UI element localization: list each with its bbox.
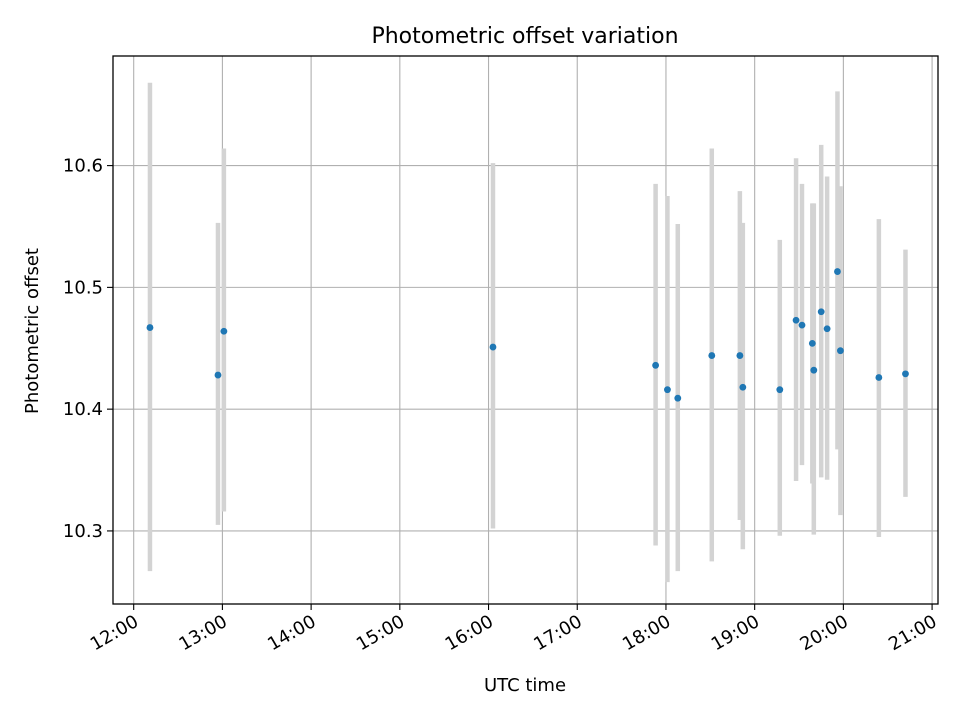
data-point bbox=[674, 394, 682, 402]
data-point bbox=[817, 308, 825, 316]
data-point bbox=[823, 325, 831, 333]
data-point bbox=[776, 386, 784, 394]
x-axis-label: UTC time bbox=[484, 675, 566, 696]
y-tick-label: 10.3 bbox=[63, 521, 103, 542]
data-point bbox=[489, 343, 497, 351]
data-point bbox=[834, 268, 841, 275]
data-point bbox=[875, 374, 883, 381]
chart-title: Photometric offset variation bbox=[371, 24, 678, 49]
data-point bbox=[902, 370, 909, 378]
data-point bbox=[808, 339, 816, 347]
data-point bbox=[798, 321, 806, 329]
data-point bbox=[214, 371, 222, 379]
data-point bbox=[664, 386, 671, 394]
data-point bbox=[220, 327, 228, 335]
data-point bbox=[739, 383, 747, 391]
data-point bbox=[736, 352, 744, 359]
data-point bbox=[810, 366, 818, 374]
data-point bbox=[146, 324, 154, 331]
data-point bbox=[837, 347, 844, 355]
y-axis-ticks: 10.3 10.4 10.5 10.6 bbox=[63, 156, 113, 542]
data-point bbox=[708, 352, 716, 359]
y-tick-label: 10.4 bbox=[63, 399, 103, 420]
y-tick-label: 10.6 bbox=[63, 156, 103, 177]
data-point bbox=[792, 316, 800, 324]
y-axis-label: Photometric offset bbox=[22, 248, 43, 414]
data-point bbox=[652, 361, 660, 369]
plot-frame bbox=[112, 55, 939, 605]
grid-lines bbox=[113, 56, 938, 604]
y-tick-label: 10.5 bbox=[63, 277, 103, 298]
data-points bbox=[146, 268, 909, 402]
